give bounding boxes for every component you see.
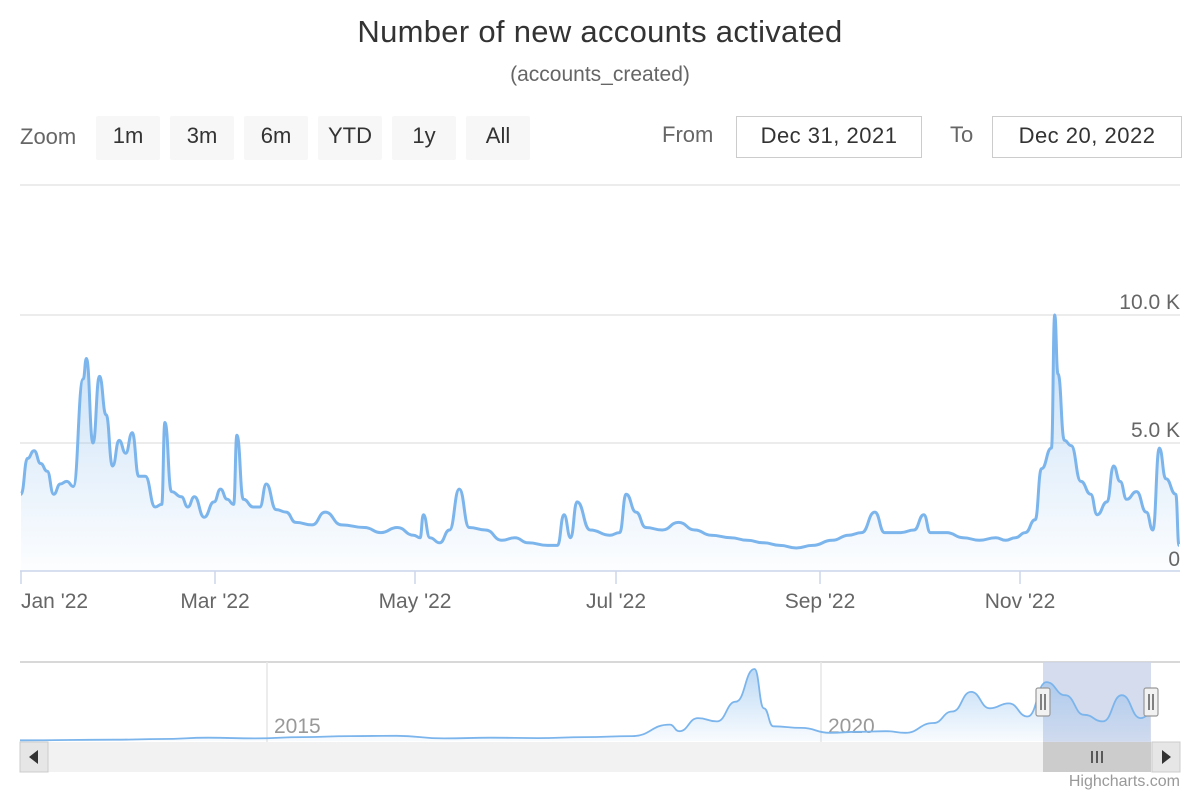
- navigator-right-handle[interactable]: [1143, 687, 1159, 717]
- series-line[interactable]: [19, 313, 1181, 550]
- x-tick-label: Mar '22: [180, 590, 249, 613]
- y-tick-label: 0: [1168, 548, 1180, 571]
- navigator-x-label: 2015: [274, 715, 321, 738]
- navigator-left-handle[interactable]: [1035, 687, 1051, 717]
- y-tick-label: 5.0 K: [1131, 419, 1180, 442]
- zoom-1y-button[interactable]: 1y: [392, 116, 456, 160]
- to-label: To: [950, 122, 974, 147]
- zoom-all-button[interactable]: All: [466, 116, 530, 160]
- chevron-right-icon: [1162, 750, 1171, 764]
- chart-title: Number of new accounts activated: [357, 14, 843, 49]
- from-label: From: [662, 122, 714, 147]
- zoom-1m-button[interactable]: 1m: [96, 116, 160, 160]
- zoom-label: Zoom: [20, 124, 77, 149]
- navigator-series-area: [20, 669, 1150, 741]
- credits-link[interactable]: Highcharts.com: [1068, 773, 1180, 790]
- chart-subtitle: (accounts_created): [510, 63, 690, 86]
- x-tick-label: Jan '22: [21, 590, 88, 613]
- x-tick-label: May '22: [379, 590, 452, 613]
- from-date-input[interactable]: Dec 31, 2021: [736, 116, 922, 158]
- zoom-3m-button[interactable]: 3m: [170, 116, 234, 160]
- to-date-input[interactable]: Dec 20, 2022: [992, 116, 1182, 158]
- scrollbar-track[interactable]: [20, 742, 1180, 772]
- chevron-left-icon: [29, 750, 38, 764]
- zoom-ytd-button[interactable]: YTD: [318, 116, 382, 160]
- x-tick-label: Nov '22: [985, 590, 1056, 613]
- y-tick-label: 10.0 K: [1119, 291, 1180, 314]
- x-tick-label: Sep '22: [785, 590, 856, 613]
- series-area: [21, 315, 1179, 571]
- x-tick-label: Jul '22: [586, 590, 646, 613]
- zoom-6m-button[interactable]: 6m: [244, 116, 308, 160]
- grip-icon: [1091, 751, 1103, 763]
